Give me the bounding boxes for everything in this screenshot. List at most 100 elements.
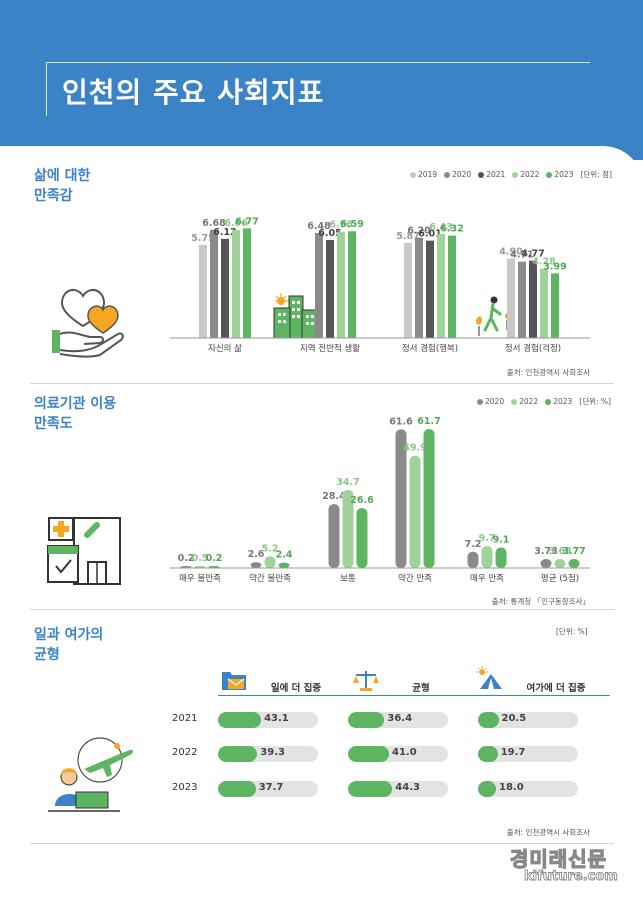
bar-2023 <box>348 231 356 338</box>
category-label: 평균 (5점) <box>541 573 579 584</box>
legend-dot <box>546 171 553 178</box>
share-bar: 20.5 <box>478 712 578 728</box>
share-bar-fill <box>348 712 385 728</box>
share-value: 20.5 <box>501 713 527 724</box>
bar-2020 <box>467 551 479 568</box>
data-label: 3.73 <box>534 546 557 557</box>
divider-3 <box>30 843 614 844</box>
legend-item-2023: 2023 <box>546 170 573 179</box>
bar-2023 <box>423 429 435 568</box>
bar-2023 <box>243 228 251 338</box>
share-value: 18.0 <box>499 782 524 793</box>
legend-label: 2023 <box>553 397 573 406</box>
bar-2021 <box>426 240 434 338</box>
section2-title-line2: 만족도 <box>34 416 73 432</box>
data-label: 6.56 <box>329 220 353 231</box>
page-title: 인천의 주요 사회지표 <box>62 76 325 109</box>
data-label: 0.2 <box>178 553 195 564</box>
bar-2022 <box>264 556 276 568</box>
data-label: 4.28 <box>532 257 556 268</box>
category-label: 정서 경험(행복) <box>402 343 458 354</box>
legend-dot <box>512 171 519 178</box>
data-label: 0.2 <box>206 553 223 564</box>
data-label: 0.5 <box>192 553 209 564</box>
share-value: 44.3 <box>395 782 420 793</box>
data-label: 3.99 <box>543 261 566 272</box>
data-label: 26.6 <box>350 495 374 506</box>
legend-label: 2021 <box>486 170 506 179</box>
share-bar-fill <box>478 781 496 797</box>
bar-2022 <box>481 546 493 568</box>
buildings-icon <box>273 293 319 339</box>
share-bar-fill <box>348 781 393 797</box>
person-laptop-airplane-icon <box>48 737 133 812</box>
category-label: 매우 불만족 <box>179 573 221 584</box>
header-work-label: 일에 더 집중 <box>270 682 322 694</box>
chart1-categories: 자신의 삶 지역 전반적 생활 정서 경험(행복) 정서 경험(걱정) <box>208 343 561 354</box>
bar-2020 <box>315 233 323 338</box>
data-label: 6.43 <box>429 222 452 233</box>
watermark-sub: kifuture.com <box>524 869 619 885</box>
data-label: 6.05 <box>318 228 341 239</box>
bar-2020 <box>540 559 552 568</box>
category-label: 약간 불만족 <box>249 573 291 584</box>
bar-2022 <box>337 231 345 338</box>
data-label: 7.2 <box>465 539 482 550</box>
legend-dot <box>444 171 451 178</box>
share-bar-fill <box>478 746 498 762</box>
divider-1 <box>30 383 614 384</box>
data-label: 9.7 <box>479 533 496 544</box>
legend-label: 2022 <box>519 397 539 406</box>
data-label: 6.68 <box>202 218 226 229</box>
share-value: 19.7 <box>500 747 526 758</box>
category-label: 매우 만족 <box>470 574 504 584</box>
header-band <box>0 0 643 160</box>
bar-2023 <box>278 562 290 568</box>
watermark-logo: 경미래신문 kifuture.com <box>490 843 625 891</box>
share-bar-fill <box>478 712 499 728</box>
section2-legend: 2020 2022 2023 [단위: %] <box>477 396 611 407</box>
data-label: 28.4 <box>322 491 346 502</box>
bar-2019 <box>404 242 412 338</box>
data-label: 6.12 <box>213 227 236 238</box>
year-label: 2021 <box>172 713 198 724</box>
bar-2022 <box>540 268 548 338</box>
share-bar-fill <box>218 712 262 728</box>
header-leisure-label: 여가에 더 집중 <box>526 682 586 694</box>
share-bar: 36.4 <box>348 712 448 728</box>
share-bar: 19.7 <box>478 746 578 762</box>
share-value: 43.1 <box>264 713 289 724</box>
bar-2020 <box>518 261 526 338</box>
bar-2020 <box>210 229 218 338</box>
data-label: 34.7 <box>336 477 359 488</box>
share-value: 41.0 <box>392 747 417 758</box>
heart-hand-icon <box>52 288 124 358</box>
bar-2021 <box>529 260 537 338</box>
scale-icon <box>353 671 379 691</box>
section3-title-line2: 균형 <box>34 647 60 663</box>
category-label: 약간 만족 <box>398 573 432 584</box>
data-label: 4.77 <box>521 249 544 260</box>
legend-item-2021: 2021 <box>478 170 505 179</box>
bar-2019 <box>507 258 515 338</box>
data-label: 4.71 <box>510 250 533 261</box>
data-label: 3.77 <box>562 546 585 557</box>
share-bar: 43.1 <box>218 712 318 728</box>
section3-unit-wrap: [단위: %] <box>556 626 588 637</box>
chart1-bars: 5.75 6.686.126.666.77 6.486.056.566.59 5.87… <box>191 216 567 338</box>
share-value: 39.3 <box>260 747 285 758</box>
data-label: 5.87 <box>396 231 419 242</box>
data-label: 5.2 <box>262 543 279 554</box>
share-bar: 41.0 <box>348 746 448 762</box>
section1-title: 삶에 대한 만족감 <box>34 166 90 206</box>
bar-2022 <box>437 233 445 338</box>
bar-2023 <box>448 235 456 338</box>
year-label: 2023 <box>172 782 198 793</box>
section1-title-line2: 만족감 <box>34 188 73 204</box>
data-label: 49.9 <box>403 443 426 454</box>
share-bar-fill <box>348 746 389 762</box>
data-label: 4.90 <box>499 247 523 258</box>
